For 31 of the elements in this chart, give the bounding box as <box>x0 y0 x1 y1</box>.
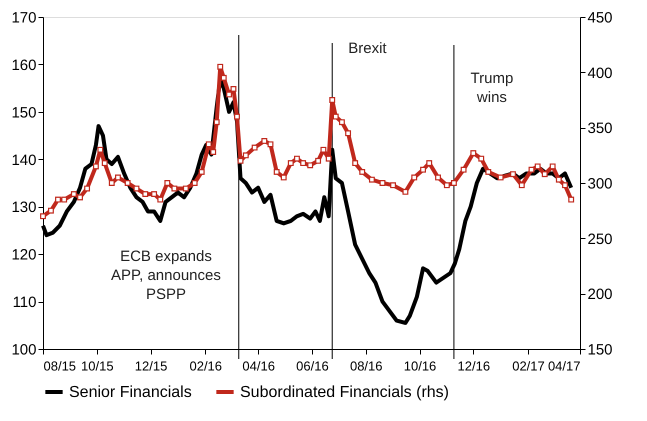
y2-tick-label: 450 <box>588 10 613 26</box>
x-tick-label: 12/16 <box>458 358 490 374</box>
x-tick-label: 08/15 <box>44 358 76 374</box>
x-tick-label: 10/16 <box>404 358 436 374</box>
y-tick-label: 130 <box>11 199 36 216</box>
legend-label: Senior Financials <box>69 384 192 401</box>
ref-line-label: Brexit <box>348 40 388 57</box>
y2-tick-label: 150 <box>588 342 613 358</box>
y-tick-label: 160 <box>11 56 36 74</box>
y-tick-label: 110 <box>12 294 36 312</box>
x-tick-label: 10/15 <box>81 358 114 374</box>
y2-tick-label: 400 <box>588 64 613 82</box>
y2-tick-label: 350 <box>588 120 613 138</box>
x-tick-label: 08/16 <box>350 358 383 374</box>
x-tick-label: 02/16 <box>189 358 222 374</box>
y2-tick-label: 300 <box>588 176 613 192</box>
x-tick-label: 04/17 <box>548 358 580 374</box>
y-tick-label: 170 <box>11 10 36 26</box>
ref-line-label: Trump wins <box>470 70 514 106</box>
y-tick-label: 140 <box>11 152 36 169</box>
y2-tick-label: 250 <box>588 230 613 248</box>
x-tick-label: 12/15 <box>134 358 168 374</box>
y2-tick-label: 200 <box>588 286 613 304</box>
ref-line-label: ECB expands APP, announces PSPP <box>111 248 221 303</box>
x-tick-label: 06/16 <box>296 358 329 374</box>
x-tick-label: 02/17 <box>512 358 545 374</box>
y-tick-label: 100 <box>11 342 36 358</box>
legend-label: Subordinated Financials (rhs) <box>240 384 449 401</box>
x-tick-label: 04/16 <box>242 358 275 374</box>
y-tick-label: 120 <box>11 246 36 264</box>
y-tick-label: 150 <box>11 104 36 122</box>
